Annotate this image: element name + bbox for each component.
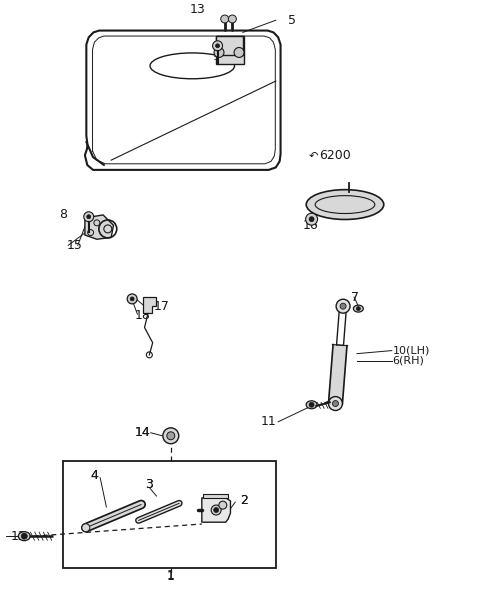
Text: 3: 3 <box>145 478 153 491</box>
Circle shape <box>214 48 224 58</box>
Circle shape <box>306 213 318 225</box>
Circle shape <box>228 15 236 23</box>
Circle shape <box>163 428 179 444</box>
Text: 10(LH): 10(LH) <box>393 346 430 356</box>
Circle shape <box>84 212 94 222</box>
Text: 8: 8 <box>60 208 67 221</box>
Circle shape <box>309 217 314 222</box>
Circle shape <box>309 402 314 407</box>
Ellipse shape <box>306 190 384 220</box>
Circle shape <box>340 303 346 309</box>
Text: 2: 2 <box>240 494 248 507</box>
Circle shape <box>167 432 175 440</box>
Text: 11: 11 <box>261 416 276 428</box>
Text: 15: 15 <box>66 239 83 252</box>
Polygon shape <box>202 498 230 522</box>
Circle shape <box>127 294 137 304</box>
Text: 18: 18 <box>134 309 150 322</box>
Ellipse shape <box>18 532 30 540</box>
Circle shape <box>21 533 27 539</box>
Text: 6(RH): 6(RH) <box>393 356 425 366</box>
Text: 16: 16 <box>303 219 319 233</box>
Text: 3: 3 <box>145 478 153 491</box>
Text: 5: 5 <box>288 13 296 27</box>
Circle shape <box>219 501 227 509</box>
Circle shape <box>333 401 338 406</box>
Text: 4: 4 <box>91 469 98 482</box>
Circle shape <box>88 230 94 236</box>
Text: 17: 17 <box>153 300 169 313</box>
Bar <box>63 461 276 568</box>
Text: 9: 9 <box>341 190 349 203</box>
Polygon shape <box>328 345 347 404</box>
Bar <box>216 36 244 64</box>
Circle shape <box>211 505 221 515</box>
Text: 14: 14 <box>135 426 151 439</box>
Text: 1: 1 <box>167 569 175 581</box>
Bar <box>216 36 243 55</box>
Text: 7: 7 <box>350 291 359 304</box>
Polygon shape <box>85 215 114 239</box>
Text: 14: 14 <box>135 426 151 439</box>
Polygon shape <box>203 494 228 498</box>
Circle shape <box>328 397 342 411</box>
Circle shape <box>216 44 219 48</box>
Text: 13: 13 <box>189 4 205 17</box>
Text: ↶: ↶ <box>308 151 318 161</box>
Text: 12: 12 <box>10 529 26 543</box>
Circle shape <box>234 48 244 58</box>
Circle shape <box>336 299 350 313</box>
Text: 6200: 6200 <box>319 149 350 162</box>
Text: 2: 2 <box>240 494 248 507</box>
Circle shape <box>356 307 360 311</box>
Circle shape <box>214 507 218 512</box>
Circle shape <box>213 41 223 51</box>
Polygon shape <box>143 297 156 313</box>
Text: 1: 1 <box>167 570 175 583</box>
Ellipse shape <box>306 401 317 409</box>
Ellipse shape <box>353 305 363 312</box>
Circle shape <box>82 524 90 532</box>
Text: 4: 4 <box>91 469 98 482</box>
Circle shape <box>94 220 100 226</box>
Circle shape <box>87 215 91 218</box>
Circle shape <box>221 15 228 23</box>
Circle shape <box>130 297 134 301</box>
